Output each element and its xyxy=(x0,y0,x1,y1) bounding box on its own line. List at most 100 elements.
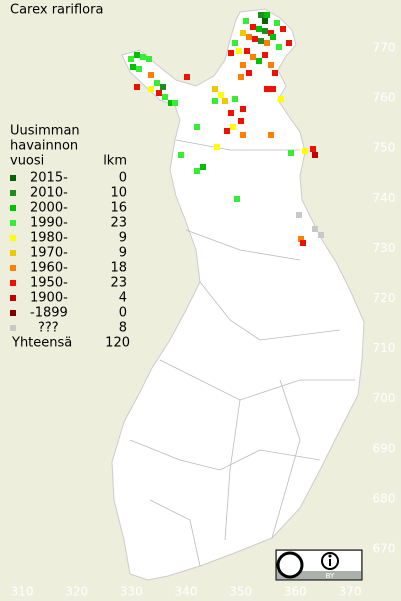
observation xyxy=(264,40,270,46)
y-grid-label: 720 xyxy=(373,291,396,305)
legend-count: 23 xyxy=(110,216,127,231)
observation xyxy=(194,168,200,174)
observation xyxy=(236,48,242,54)
region-border xyxy=(149,499,201,567)
observation xyxy=(240,106,246,112)
x-grid-label: 320 xyxy=(65,585,88,599)
observation xyxy=(224,128,230,134)
legend-count: 8 xyxy=(119,321,127,336)
observation xyxy=(184,74,190,80)
observation xyxy=(240,62,246,68)
y-grid-label: 700 xyxy=(373,391,396,405)
observation xyxy=(262,28,268,34)
region-borders xyxy=(129,139,355,567)
by-figure xyxy=(329,559,331,566)
legend-swatch xyxy=(10,220,16,226)
observation xyxy=(258,12,264,18)
observation xyxy=(232,96,238,102)
license-text: BY xyxy=(326,572,335,580)
observation xyxy=(154,80,160,86)
observation xyxy=(134,52,140,58)
legend-label: 2015- xyxy=(30,171,68,186)
y-grid-label: 710 xyxy=(373,341,396,355)
observation xyxy=(288,150,294,156)
observation xyxy=(274,20,280,26)
legend-swatch xyxy=(10,295,16,301)
legend-label: 1950- xyxy=(30,276,68,291)
observation xyxy=(148,86,154,92)
observation xyxy=(136,66,142,72)
x-grid-label: 350 xyxy=(229,585,252,599)
y-grid-label: 680 xyxy=(373,491,396,505)
observation xyxy=(214,144,220,150)
observation xyxy=(300,240,306,246)
y-grid-label: 690 xyxy=(373,441,396,455)
legend-label: 1990- xyxy=(30,216,68,231)
observation xyxy=(280,26,286,32)
observation xyxy=(240,30,246,36)
legend-swatch xyxy=(10,280,16,286)
legend-swatch xyxy=(10,190,16,196)
observation xyxy=(240,132,246,138)
observation xyxy=(276,44,282,50)
observation xyxy=(286,40,292,46)
legend-col-count: lkm xyxy=(103,154,127,169)
legend-label: 2000- xyxy=(30,201,68,216)
legend-label: ??? xyxy=(38,321,59,336)
y-grid-label: 740 xyxy=(373,191,396,205)
legend-swatch xyxy=(10,325,16,331)
observation xyxy=(194,124,200,130)
x-grid-label: 330 xyxy=(120,585,143,599)
observation xyxy=(134,84,140,90)
observation xyxy=(246,70,252,76)
legend-swatch xyxy=(10,175,16,181)
region-border xyxy=(129,439,321,471)
observation xyxy=(264,12,270,18)
total-label: Yhteensä xyxy=(11,336,72,351)
legend-count: 10 xyxy=(110,186,127,201)
license-badge: BY xyxy=(275,549,363,581)
observation xyxy=(146,56,152,62)
legend-heading: havainnon xyxy=(10,139,78,154)
observation xyxy=(234,196,240,202)
legend-count: 23 xyxy=(110,276,127,291)
observation xyxy=(162,94,168,100)
region-border xyxy=(185,229,301,261)
legend-label: 1900- xyxy=(30,291,68,306)
observation xyxy=(256,58,262,64)
observations xyxy=(128,12,324,246)
legend-count: 0 xyxy=(119,171,127,186)
x-grid-label: 310 xyxy=(11,585,34,599)
legend-swatch xyxy=(10,235,16,241)
observation xyxy=(130,64,136,70)
legend-count: 16 xyxy=(110,201,127,216)
y-grid-label: 770 xyxy=(373,41,396,55)
observation xyxy=(256,26,262,32)
legend-count: 18 xyxy=(110,261,127,276)
y-grid-label: 760 xyxy=(373,91,396,105)
observation xyxy=(228,50,234,56)
observation xyxy=(268,30,274,36)
observation xyxy=(238,74,244,80)
observation xyxy=(148,72,154,78)
observation xyxy=(128,56,134,62)
observation xyxy=(262,18,268,24)
observation xyxy=(312,226,318,232)
observation xyxy=(250,54,256,60)
observation xyxy=(243,18,249,24)
observation xyxy=(168,100,174,106)
observation xyxy=(244,48,250,54)
observation xyxy=(160,84,166,90)
region-border xyxy=(224,399,241,541)
region-border xyxy=(271,379,301,539)
observation xyxy=(258,38,264,44)
observation xyxy=(262,52,268,58)
x-grid-label: 340 xyxy=(175,585,198,599)
observation xyxy=(298,236,304,242)
title: Carex rariflora xyxy=(10,3,103,18)
total: 120 xyxy=(105,336,130,351)
land xyxy=(111,8,365,581)
x-grid-label: 360 xyxy=(284,585,307,599)
grid-labels: 310 320 330 340 350 360 370 770 760 750 740 730 720 7… xyxy=(11,41,396,599)
